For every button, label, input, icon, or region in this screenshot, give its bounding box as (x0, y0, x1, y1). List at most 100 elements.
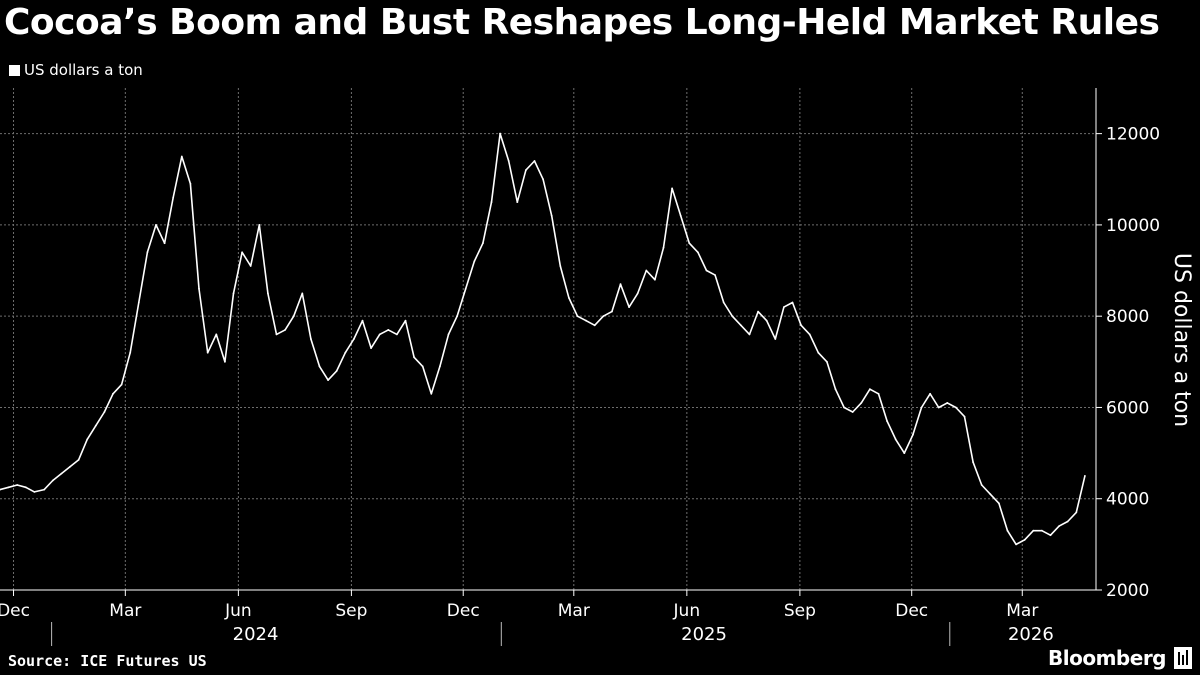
data-point (180, 155, 183, 158)
data-point (774, 338, 777, 340)
x-tick-label: Mar (109, 601, 141, 621)
data-point (94, 424, 97, 427)
data-point (86, 438, 89, 441)
year-label: 2026 (1008, 624, 1054, 645)
data-point (241, 251, 244, 254)
x-tick-label: Jun (673, 601, 701, 621)
data-point (344, 351, 347, 354)
data-point (258, 224, 261, 226)
data-point (7, 486, 10, 489)
data-point (361, 319, 364, 322)
legend-swatch (9, 64, 20, 76)
data-point (413, 356, 415, 359)
data-point (267, 292, 269, 295)
data-point (146, 251, 149, 254)
data-point (860, 402, 863, 404)
data-point (43, 488, 46, 491)
data-point (937, 406, 940, 409)
bloomberg-terminal-icon (1174, 647, 1192, 669)
data-point (946, 402, 949, 404)
data-point (998, 502, 1000, 505)
series-line (0, 132, 1086, 546)
data-point (748, 333, 751, 336)
y-tick-label: 4000 (1106, 490, 1149, 510)
data-point (439, 365, 441, 368)
x-tick-label: Mar (1006, 601, 1038, 621)
data-point (456, 315, 458, 318)
data-point (722, 301, 725, 304)
data-point (800, 324, 802, 327)
data-point (559, 265, 562, 267)
data-point (198, 287, 200, 290)
data-point (137, 301, 140, 304)
data-point (206, 351, 209, 354)
x-tick-label: Sep (784, 601, 816, 621)
data-point (215, 333, 218, 336)
data-point (783, 306, 785, 308)
y-tick-label: 10000 (1106, 216, 1160, 236)
data-point (714, 274, 716, 276)
data-point (516, 201, 519, 204)
brand-name: Bloomberg (1048, 646, 1166, 670)
legend: US dollars a ton (9, 61, 143, 79)
data-point (929, 392, 931, 395)
data-point (189, 182, 192, 185)
data-point (731, 315, 734, 318)
data-point (335, 370, 338, 372)
data-point (972, 461, 974, 464)
data-point (447, 333, 450, 336)
data-point (464, 287, 467, 290)
data-point (636, 292, 639, 295)
data-point (327, 379, 329, 381)
data-point (808, 333, 811, 336)
data-point (920, 406, 923, 409)
data-point (757, 310, 759, 313)
y-axis-label: US dollars a ton (1169, 253, 1194, 427)
data-point (249, 265, 252, 267)
data-point (378, 333, 381, 336)
data-point (826, 360, 828, 363)
data-point (628, 306, 630, 308)
data-point (645, 269, 648, 272)
year-label: 2024 (233, 624, 279, 645)
data-point (490, 201, 493, 204)
data-point (292, 315, 295, 318)
data-point (851, 411, 854, 413)
data-point (662, 246, 665, 249)
data-point (77, 459, 80, 461)
data-point (301, 292, 304, 295)
data-point (671, 187, 673, 190)
y-tick-label: 12000 (1106, 125, 1160, 145)
x-tick-label: Mar (558, 601, 590, 621)
data-point (989, 493, 992, 496)
data-point (843, 406, 845, 409)
data-point (576, 315, 579, 318)
data-point (619, 283, 622, 286)
data-point (310, 338, 312, 340)
data-point (869, 388, 871, 391)
chart-title: Cocoa’s Boom and Bust Reshapes Long-Held… (4, 2, 1160, 43)
source-note: Source: ICE Futures US (8, 652, 207, 670)
data-point (817, 351, 820, 354)
data-point (834, 388, 837, 391)
data-point (740, 324, 742, 327)
x-tick-label: Jun (224, 601, 252, 621)
data-point (163, 242, 166, 245)
data-point (1041, 529, 1043, 532)
x-tick-label: Sep (335, 601, 367, 621)
brand: Bloomberg (1048, 646, 1192, 670)
data-point (284, 329, 286, 331)
data-point (1015, 543, 1017, 546)
y-tick-label: 6000 (1106, 398, 1149, 418)
data-point (886, 420, 888, 422)
data-point (602, 315, 605, 318)
data-point (1023, 538, 1026, 541)
data-point (877, 392, 880, 395)
data-point (69, 465, 71, 468)
data-point (533, 160, 536, 162)
data-point (542, 178, 544, 181)
data-point (112, 392, 114, 395)
data-point (430, 392, 433, 395)
data-point (370, 347, 372, 349)
